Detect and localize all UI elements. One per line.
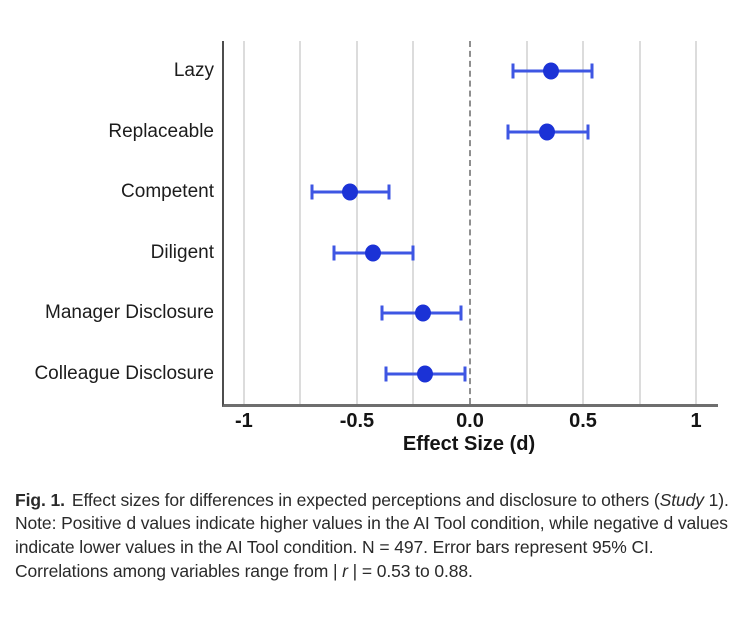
gridline <box>695 41 698 404</box>
x-axis-title: Effect Size (d) <box>402 433 536 455</box>
data-point <box>543 62 560 80</box>
data-point <box>416 365 433 383</box>
ci-cap-left <box>332 245 336 261</box>
x-tick-label: 0.5 <box>569 410 597 432</box>
gridline <box>525 41 528 404</box>
zero-reference-line <box>468 41 471 404</box>
x-tick-label: 1 <box>690 410 702 432</box>
category-label: Competent <box>121 181 214 203</box>
data-point <box>342 183 359 201</box>
data-point <box>538 123 555 141</box>
ci-cap-left <box>310 184 314 200</box>
gridline <box>242 41 245 404</box>
ci-cap-right <box>586 124 590 140</box>
caption-text-1: Effect sizes for differences in expected… <box>71 489 660 510</box>
category-label: Colleague Disclosure <box>34 362 214 384</box>
ci-cap-left <box>506 124 510 140</box>
gridline <box>638 41 641 404</box>
x-tick-label: -1 <box>234 410 253 432</box>
caption-study-italic: Study <box>659 489 704 510</box>
x-tick-label: -0.5 <box>339 410 375 432</box>
category-label: Manager Disclosure <box>45 302 214 324</box>
x-tick-label: 0.0 <box>456 410 484 432</box>
ci-cap-left <box>384 366 388 382</box>
ci-cap-left <box>511 63 515 79</box>
gridline <box>412 41 415 404</box>
data-point <box>414 304 431 322</box>
figure-caption-label: Fig. 1. <box>15 489 65 510</box>
figure-caption: Fig. 1. Effect sizes for differences in e… <box>15 489 737 584</box>
caption-r-italic: r <box>342 560 348 581</box>
category-label: Replaceable <box>108 120 214 142</box>
effect-size-chart: Lazy Replaceable Competent Diligent Manager … <box>34 41 718 455</box>
ci-cap-right <box>463 366 467 382</box>
caption-text-3: | = 0.53 to 0.88. <box>347 560 473 581</box>
category-label: Diligent <box>150 241 214 263</box>
ci-cap-right <box>387 184 391 200</box>
gridline <box>299 41 302 404</box>
ci-cap-right <box>590 63 594 79</box>
plot-area: Lazy Replaceable Competent Diligent Manager … <box>34 41 718 432</box>
ci-cap-right <box>411 245 415 261</box>
ci-cap-left <box>380 305 384 321</box>
data-point <box>364 244 381 262</box>
gridline <box>582 41 585 404</box>
caption-text-2: 1). Note: Positive d values indicate hig… <box>15 489 729 581</box>
category-label: Lazy <box>173 60 214 82</box>
gridline <box>355 41 358 404</box>
ci-cap-right <box>459 305 463 321</box>
